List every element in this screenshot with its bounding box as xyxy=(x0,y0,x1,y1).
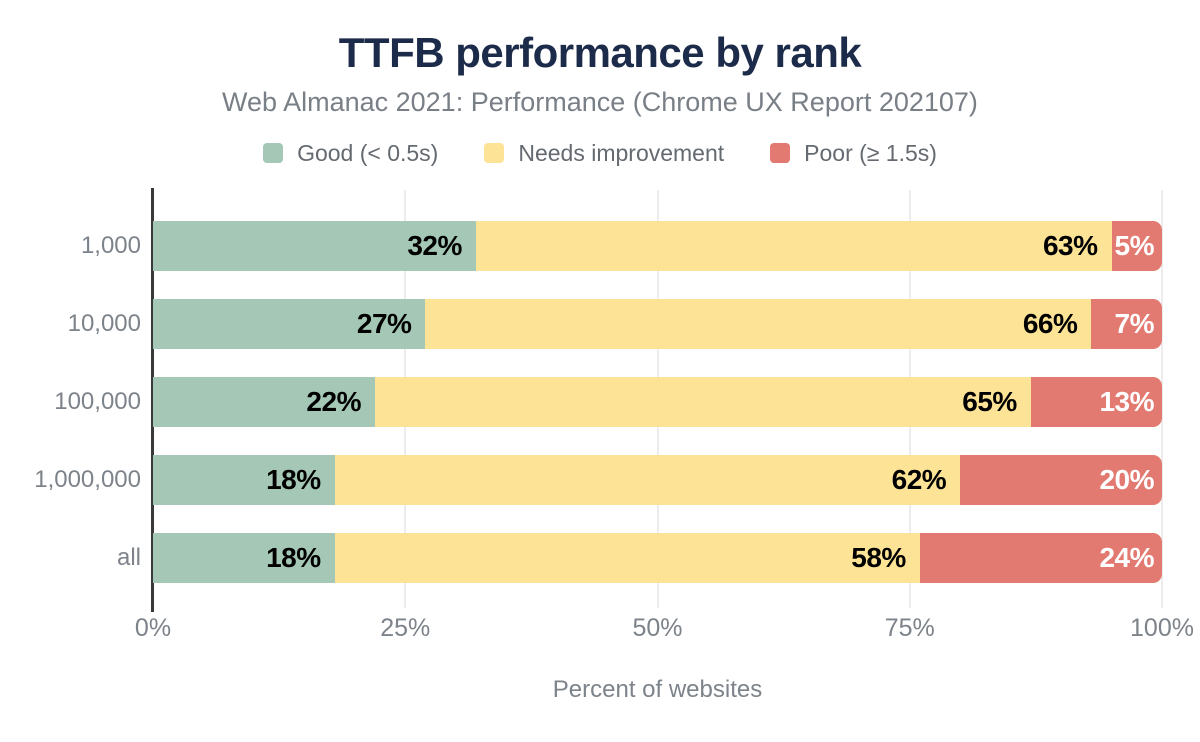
legend-item-2: Poor (≥ 1.5s) xyxy=(770,140,937,167)
bar-segment: 18% xyxy=(153,455,335,505)
gridline xyxy=(1161,190,1163,608)
legend-label: Needs improvement xyxy=(518,139,725,166)
bar-segment: 7% xyxy=(1091,299,1162,349)
bar-row: 27% 66% 7% xyxy=(153,299,1162,349)
bar-row: 18% 58% 24% xyxy=(153,533,1162,583)
bar-value-label: 18% xyxy=(266,464,321,495)
y-category-label: 100,000 xyxy=(54,388,141,415)
chart-title: TTFB performance by rank xyxy=(338,29,862,76)
bar-row: 32% 63% 5% xyxy=(153,221,1162,271)
x-tick-label: 50% xyxy=(632,614,683,642)
bar-segment: 22% xyxy=(153,377,375,427)
y-category-label: 1,000 xyxy=(80,232,141,259)
legend-swatch-icon xyxy=(484,143,505,163)
bar-value-label: 7% xyxy=(1114,308,1155,339)
bar-value-label: 58% xyxy=(851,542,906,573)
x-tick-label: 100% xyxy=(1130,614,1194,642)
x-tick-label: 25% xyxy=(380,614,431,642)
bar-value-label: 18% xyxy=(266,542,321,573)
bar-value-label: 32% xyxy=(407,230,462,261)
legend-label: Good (< 0.5s) xyxy=(297,139,439,166)
x-tick-label: 75% xyxy=(884,614,935,642)
plot-area: 32% 63% 5% 27% 66% 7% 22% 65% 13% 18% 62% 20% 18% 58%… xyxy=(151,188,1163,612)
bar-row: 22% 65% 13% xyxy=(153,377,1162,427)
bar-segment: 20% xyxy=(960,455,1162,505)
bar-value-label: 62% xyxy=(891,464,947,495)
bar-value-label: 5% xyxy=(1114,230,1155,261)
bar-value-label: 27% xyxy=(356,308,412,339)
bar-value-label: 63% xyxy=(1042,230,1098,261)
bar-row: 18% 62% 20% xyxy=(153,455,1162,505)
x-tick-label: 0% xyxy=(134,614,172,642)
x-axis-title: Percent of websites xyxy=(552,676,763,703)
bar-value-label: 24% xyxy=(1099,542,1154,573)
y-category-label: 10,000 xyxy=(67,310,141,337)
x-axis-ticks: 0% 25% 50% 75% 100% xyxy=(135,614,1194,644)
bar-segment: 63% xyxy=(475,221,1112,271)
y-axis-labels: 1,000 10,000 100,000 1,000,000 all xyxy=(0,190,141,608)
bar-segment: 66% xyxy=(425,299,1092,349)
bar-segment: 13% xyxy=(1030,377,1162,427)
bar-value-label: 22% xyxy=(306,386,361,417)
chart-legend: Good (< 0.5s) Needs improvement Poor (≥ 1.… xyxy=(0,138,1200,168)
legend-swatch-icon xyxy=(770,143,791,163)
legend-item-0: Good (< 0.5s) xyxy=(263,140,438,167)
legend-swatch-icon xyxy=(263,143,284,163)
bar-value-label: 66% xyxy=(1022,308,1078,339)
bar-segment: 18% xyxy=(153,533,335,583)
y-category-label: all xyxy=(116,544,141,571)
bar-segment: 58% xyxy=(334,533,920,583)
bar-segment: 62% xyxy=(334,455,961,505)
bar-segment: 27% xyxy=(153,299,426,349)
chart-subtitle: Web Almanac 2021: Performance (Chrome UX… xyxy=(222,87,978,117)
bar-segment: 65% xyxy=(374,377,1031,427)
y-category-label: 1,000,000 xyxy=(34,466,141,493)
legend-item-1: Needs improvement xyxy=(484,140,724,167)
bar-value-label: 13% xyxy=(1099,386,1154,417)
y-axis-line xyxy=(151,188,154,612)
legend-label: Poor (≥ 1.5s) xyxy=(804,139,937,166)
bar-value-label: 65% xyxy=(962,386,1017,417)
bar-value-label: 20% xyxy=(1099,464,1154,495)
bar-segment: 5% xyxy=(1111,221,1162,271)
bar-segment: 24% xyxy=(919,533,1162,583)
bar-segment: 32% xyxy=(153,221,476,271)
